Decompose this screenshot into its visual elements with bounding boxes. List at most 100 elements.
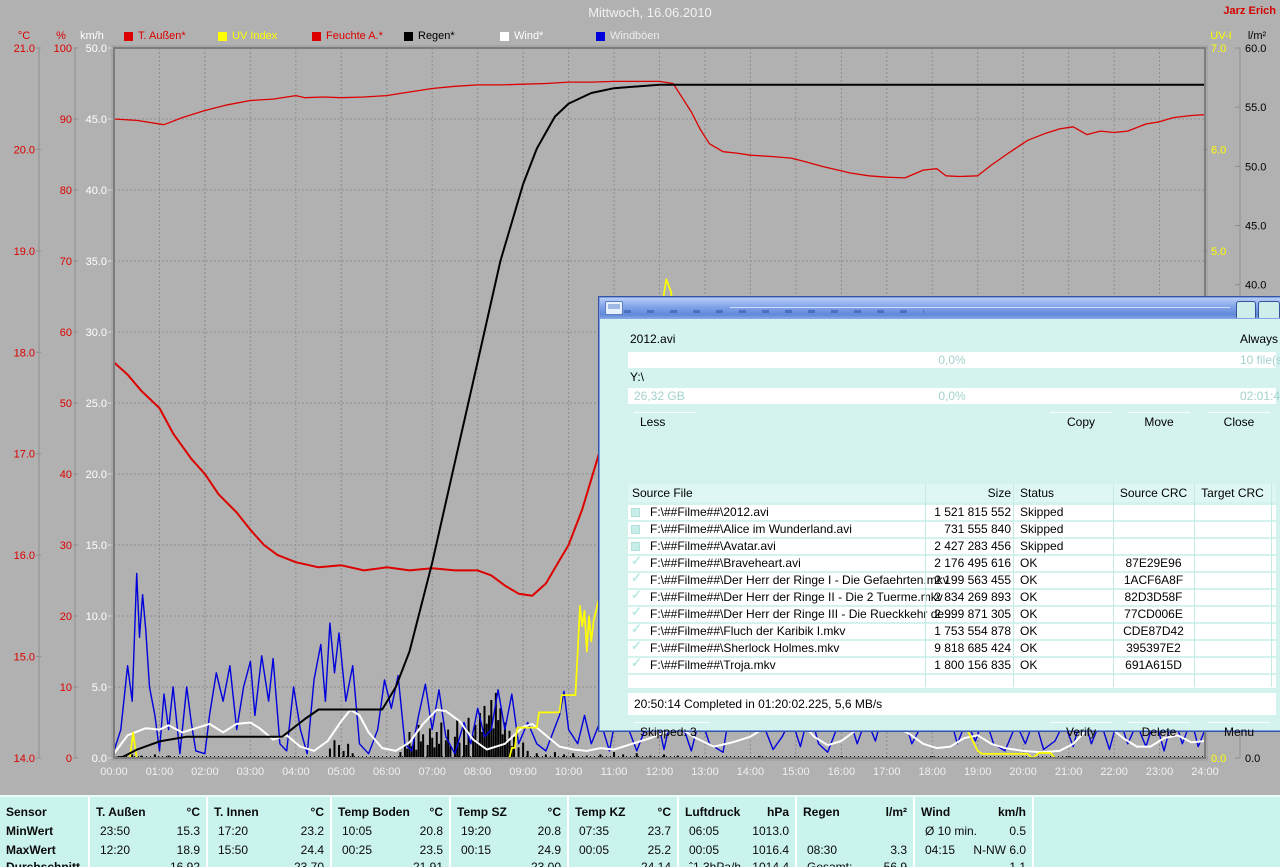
summary-value: 3.3 [890,843,907,857]
file-row[interactable]: ✓ F:\##Filme##\Der Herr der Ringe III - D… [628,604,1276,622]
axis-tick-label: 60 [60,327,72,339]
axis-tick-label: 100 [54,43,72,55]
summary-column-title: Temp SZ [457,805,507,819]
x-axis-label: 18:00 [918,766,946,778]
summary-time: 07:35 [579,824,610,838]
file-row[interactable]: F:\##Filme##\Avatar.avi 2 427 283 456 Skip… [628,539,1276,554]
minimize-button[interactable] [1236,301,1256,318]
file-row[interactable]: ✓ F:\##Filme##\Troja.mkv 1 800 156 835 OK 69… [628,655,1276,673]
skipped-button[interactable]: Skipped: 3 [634,722,710,742]
axis-tick-label: 45.0 [86,114,107,126]
legend-swatch-icon [404,31,413,41]
summary-value: 24.14 [640,860,671,867]
axis-tick-label: 55.0 [1245,102,1266,114]
col-source-crc[interactable]: Source CRC [1119,486,1188,500]
rain-bar [458,742,461,758]
series-regen-summe- [113,83,1206,759]
summary-row-label: Sensor [6,805,47,819]
source-crc: 87E29E96 [1125,556,1182,570]
rain-bar [649,755,652,758]
axis-tick-label: 15.0 [86,540,107,552]
source-crc: 395397E2 [1126,641,1181,655]
rain-bar [131,754,134,758]
menu-button[interactable]: Menu [1208,722,1270,742]
move-button[interactable]: Move [1128,412,1190,432]
dialog-titlebar[interactable] [600,298,1280,319]
axis-tick-label: 0.0 [92,753,107,765]
file-row[interactable]: ✓ F:\##Filme##\Fluch der Karibik I.mkv 1 7… [628,621,1276,639]
x-axis-label: 05:00 [328,766,356,778]
rain-bar [453,736,456,758]
summary-value: 23.5 [419,843,443,857]
file-status: Skipped [1020,522,1064,536]
col-target-crc[interactable]: Target CRC [1201,486,1264,500]
rain-bar [585,755,588,758]
rain-bar [478,713,481,758]
summary-time: 00:25 [342,843,373,857]
file-row[interactable]: ✓ F:\##Filme##\Sherlock Holmes.mkv 9 818 6… [628,638,1276,656]
file-path: F:\##Filme##\Braveheart.avi [650,556,801,570]
file-row[interactable]: F:\##Filme##\Alice im Wunderland.avi 731 … [628,522,1276,537]
summary-value: 16.92 [169,860,200,867]
x-axis-label: 02:00 [191,766,219,778]
x-axis-label: 09:00 [509,766,537,778]
summary-time: 00:15 [461,843,492,857]
file-row[interactable]: ✓ F:\##Filme##\Braveheart.avi 2 176 495 61… [628,553,1276,571]
legend-label: Wind* [514,30,544,42]
summary-column-unit: °C [657,805,671,819]
summary-column-title: Luftdruck [685,805,741,819]
summary-time: 12:20 [100,843,131,857]
axis-unit-label: °C [18,30,30,42]
time-remaining-label: 02:01:4 [1240,389,1280,403]
delete-button[interactable]: Delete [1128,722,1190,742]
file-size: 2 834 269 893 [934,590,1011,604]
rain-bar [497,720,500,758]
file-row[interactable]: F:\##Filme##\2012.avi 1 521 815 552 Skippe… [628,505,1276,520]
less-button[interactable]: Less [634,412,696,432]
rain-bar [456,720,459,758]
rain-bar [415,749,418,758]
axis-tick-label: 90 [60,114,72,126]
rain-bar [472,735,475,758]
rain-bar [140,755,143,758]
copy-button[interactable]: Copy [1050,412,1112,432]
rain-bar [406,748,409,758]
titlebar-glitch-line [730,307,1230,308]
rain-bar [563,754,566,758]
check-icon: ✓ [631,621,642,636]
file-status: OK [1020,624,1038,638]
file-table-header[interactable]: Source File Size Status Source CRC Targe… [628,484,1276,502]
col-source-file[interactable]: Source File [632,486,693,500]
close-button[interactable]: Close [1208,412,1270,432]
summary-row-label: MaxWert [6,843,56,857]
col-size[interactable]: Size [987,486,1011,500]
file-status: OK [1020,573,1038,587]
legend-label: UV Index [232,30,278,42]
legend-swatch-icon [596,31,605,41]
rain-bar [501,734,504,758]
rain-bar [476,741,479,758]
rain-bar [408,731,411,758]
file-row[interactable]: ✓ F:\##Filme##\Der Herr der Ringe II - Di… [628,587,1276,605]
x-axis-label: 24:00 [1191,766,1219,778]
axis-tick-label: 5.0 [1211,246,1226,258]
summary-value: 23.7 [647,824,671,838]
col-status[interactable]: Status [1020,486,1055,500]
file-row[interactable]: ✓ F:\##Filme##\Der Herr der Ringe I - Die… [628,570,1276,588]
legend-label: T. Außen* [138,30,186,42]
axis-tick-label: 10 [60,682,72,694]
always-dropdown[interactable]: Always A [1240,332,1280,346]
verify-button[interactable]: Verify [1050,722,1112,742]
legend-item-5: Windböen [596,30,660,42]
x-axis-label: 07:00 [418,766,446,778]
summary-time: 08:30 [807,843,838,857]
axis-unit-label: % [56,30,66,42]
summary-value: N-NW 6.0 [973,843,1026,857]
rain-bar [413,739,416,758]
summary-column-divider [330,797,332,867]
legend-swatch-icon [312,31,321,41]
dialog-body: 2012.avi Always A 0,0% 10 file(s Y:\ 26,… [600,319,1280,739]
close-window-button[interactable] [1258,301,1280,318]
summary-column-title: T. Außen [96,805,146,819]
